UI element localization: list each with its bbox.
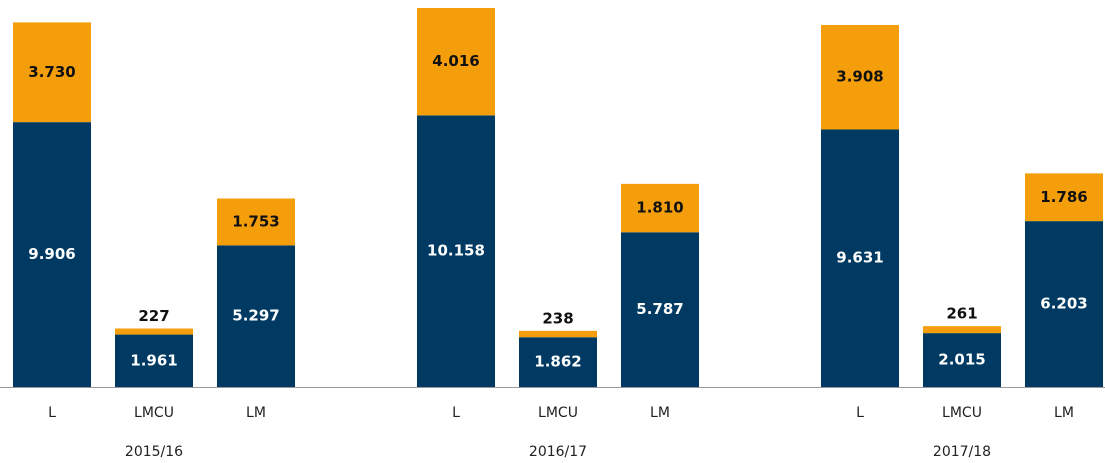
data-label: 9.906 — [28, 245, 75, 263]
bar-segment — [115, 328, 193, 335]
x-tick-label: L — [48, 405, 56, 421]
bar-segment — [821, 24, 899, 130]
group-label: 2017/18 — [933, 444, 991, 460]
data-label: 5.297 — [232, 307, 279, 325]
data-label: 1.961 — [130, 351, 177, 369]
bar-segment — [621, 183, 699, 233]
bar-segment — [217, 198, 295, 246]
bar-segment — [115, 334, 193, 387]
data-label: 10.158 — [427, 242, 485, 260]
x-tick-label: LM — [1054, 405, 1074, 421]
bar-segment — [821, 129, 899, 388]
data-label: 1.862 — [534, 353, 581, 371]
bar-segment — [1025, 221, 1103, 387]
x-tick-label: LMCU — [538, 405, 578, 421]
x-tick-label: L — [856, 405, 864, 421]
data-label: 6.203 — [1040, 295, 1087, 313]
data-label: 227 — [138, 307, 169, 325]
data-label: 9.631 — [836, 249, 883, 267]
bar-segment — [417, 8, 495, 116]
data-label: 5.787 — [636, 300, 683, 318]
group-label: 2015/16 — [125, 444, 183, 460]
data-label: 4.016 — [432, 52, 479, 70]
bar-segment — [13, 122, 91, 388]
bar-segment — [1025, 173, 1103, 222]
bar-segment — [417, 115, 495, 388]
x-tick-label: LM — [246, 405, 266, 421]
data-label: 261 — [946, 305, 977, 323]
data-label: 2.015 — [938, 351, 985, 369]
bar-segment — [519, 337, 597, 387]
bar-segment — [923, 333, 1001, 387]
data-label: 3.908 — [836, 68, 883, 86]
data-label: 1.810 — [636, 199, 683, 217]
group-label: 2016/17 — [529, 444, 587, 460]
x-tick-label: LMCU — [134, 405, 174, 421]
x-tick-label: LM — [650, 405, 670, 421]
bar-segment — [217, 245, 295, 387]
x-tick-label: LMCU — [942, 405, 982, 421]
data-label: 1.786 — [1040, 188, 1087, 206]
bar-segment — [519, 330, 597, 338]
x-tick-label: L — [452, 405, 460, 421]
bar-segment — [923, 326, 1001, 334]
data-label: 3.730 — [28, 63, 75, 81]
data-label: 238 — [542, 309, 573, 327]
bar-segment — [13, 22, 91, 123]
data-label: 1.753 — [232, 212, 279, 230]
bar-segment — [621, 232, 699, 387]
